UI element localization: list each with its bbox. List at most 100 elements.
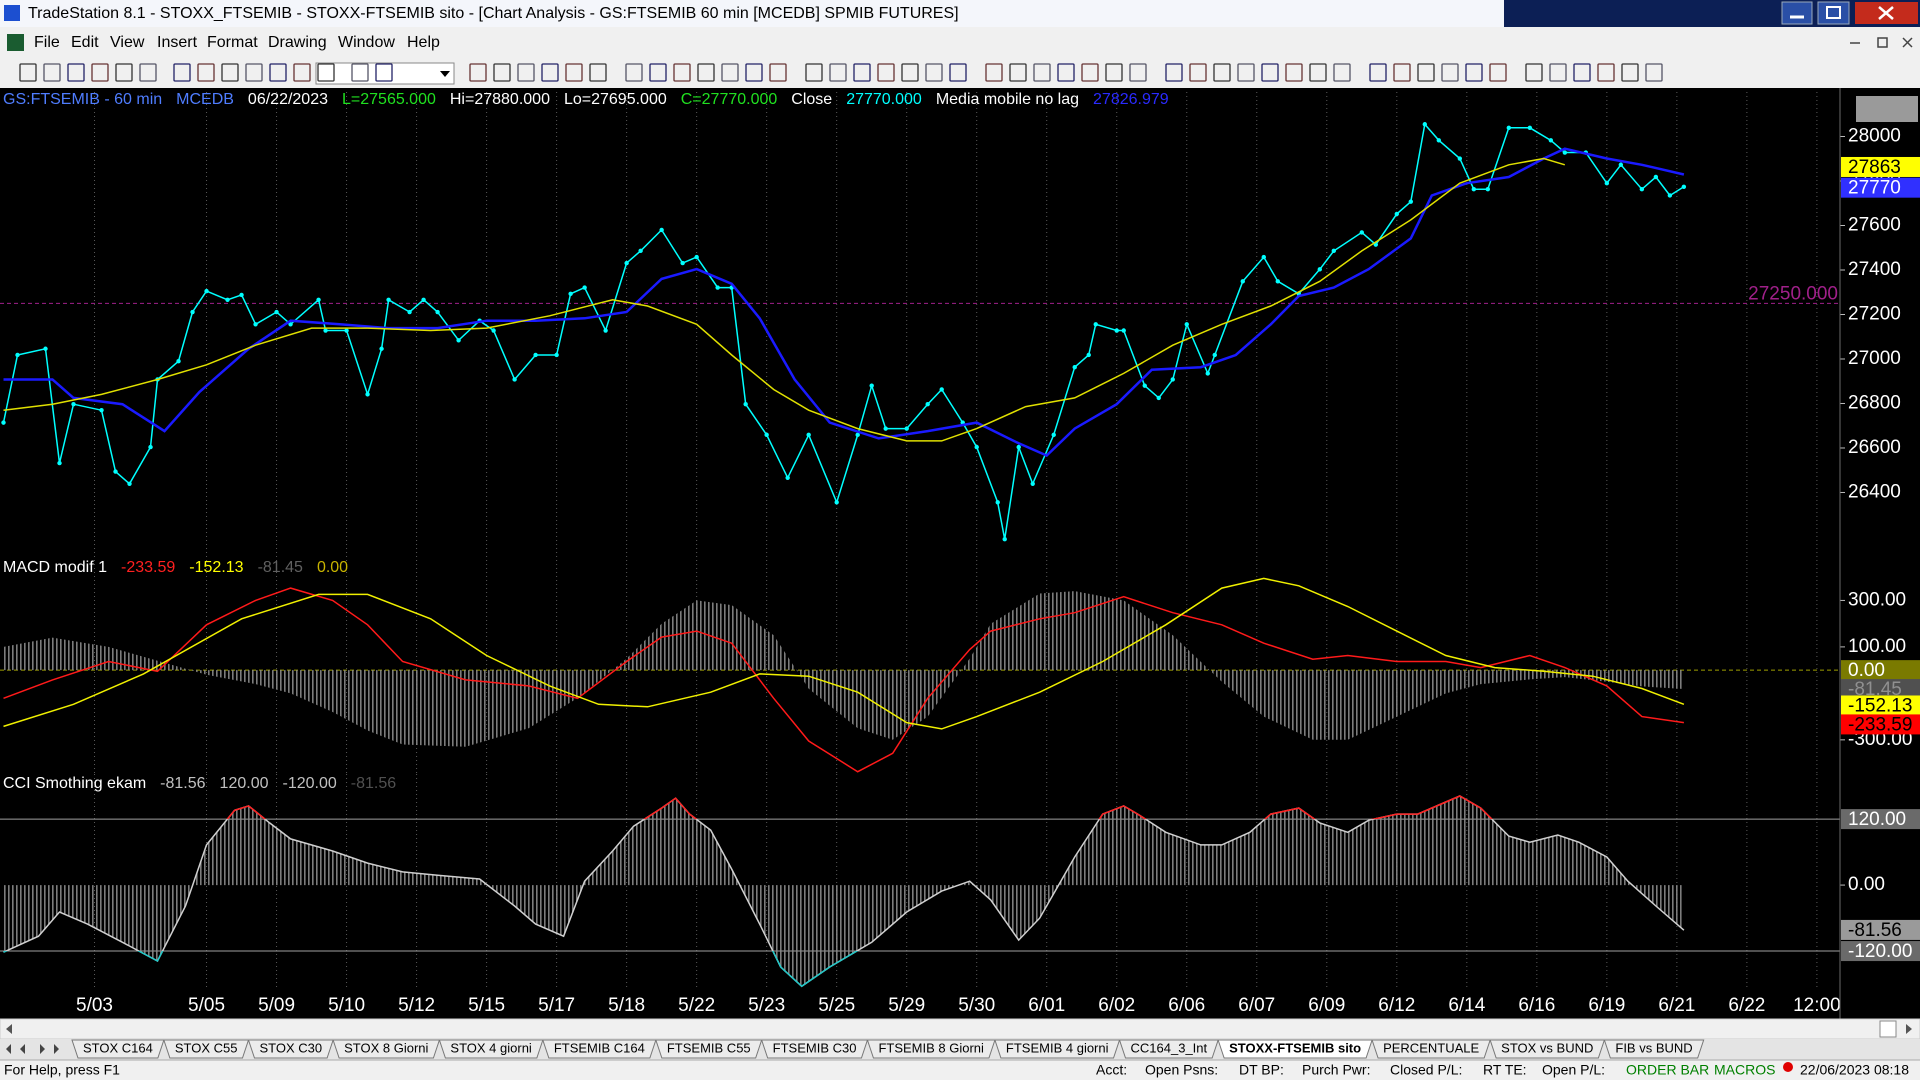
tool-icon[interactable] <box>317 63 335 82</box>
menu-item[interactable]: Drawing <box>268 34 327 51</box>
tab-label[interactable]: STOXX-FTSEMIB sito <box>1229 1040 1361 1055</box>
tool-icon[interactable] <box>649 63 667 82</box>
tool-icon[interactable] <box>293 63 311 82</box>
tab-label[interactable]: STOX vs BUND <box>1501 1040 1593 1055</box>
sheet-tab[interactable]: FTSEMIB 4 giorni <box>994 1039 1121 1059</box>
tool-icon[interactable] <box>985 63 1003 82</box>
tool-icon[interactable] <box>625 63 643 82</box>
tab-label[interactable]: STOX 8 Giorni <box>344 1040 428 1055</box>
tool-icon[interactable] <box>469 63 487 82</box>
menu-item[interactable]: Edit <box>71 34 99 51</box>
sheet-tab[interactable]: FIB vs BUND <box>1603 1039 1705 1059</box>
sheet-tab[interactable]: STOX 8 Giorni <box>332 1039 441 1059</box>
tool-icon[interactable] <box>1417 63 1435 82</box>
tool-icon[interactable] <box>1465 63 1483 82</box>
tool-icon[interactable] <box>697 63 715 82</box>
tool-icon[interactable] <box>173 63 191 82</box>
maximize-button[interactable] <box>1817 1 1850 25</box>
tab-label[interactable]: FTSEMIB 8 Giorni <box>878 1040 984 1055</box>
tab-label[interactable]: STOX 4 giorni <box>450 1040 532 1055</box>
tool-icon[interactable] <box>853 63 871 82</box>
sheet-tab[interactable]: STOXX-FTSEMIB sito <box>1217 1039 1373 1059</box>
tool-icon[interactable] <box>673 63 691 82</box>
tab-label[interactable]: STOX C55 <box>175 1040 238 1055</box>
tool-icon[interactable] <box>1237 63 1255 82</box>
sheet-tab[interactable]: FTSEMIB 8 Giorni <box>866 1039 996 1059</box>
tool-icon[interactable] <box>1081 63 1099 82</box>
tab-label[interactable]: STOX C164 <box>83 1040 153 1055</box>
sheet-tab[interactable]: FTSEMIB C55 <box>655 1039 763 1059</box>
tool-icon[interactable] <box>1333 63 1351 82</box>
tab-label[interactable]: FIB vs BUND <box>1615 1040 1692 1055</box>
menu-item[interactable]: Window <box>338 34 395 51</box>
tool-icon[interactable] <box>1261 63 1279 82</box>
tool-icon[interactable] <box>565 63 583 82</box>
tool-icon[interactable] <box>221 63 239 82</box>
tool-icon[interactable] <box>1129 63 1147 82</box>
menu-item[interactable]: Format <box>207 34 258 51</box>
tool-icon[interactable] <box>493 63 511 82</box>
tool-icon[interactable] <box>1441 63 1459 82</box>
menu-item[interactable]: Help <box>407 34 440 51</box>
tool-icon[interactable] <box>1645 63 1663 82</box>
sheet-tab[interactable]: FTSEMIB C164 <box>542 1039 657 1059</box>
tool-icon[interactable] <box>245 63 263 82</box>
tool-icon[interactable] <box>541 63 559 82</box>
scroll-thumb[interactable] <box>1879 1020 1897 1038</box>
minimize-button[interactable] <box>1781 1 1813 25</box>
tool-icon[interactable] <box>1285 63 1303 82</box>
tool-icon[interactable] <box>829 63 847 82</box>
inner-window-controls[interactable] <box>1856 96 1918 122</box>
tab-label[interactable]: FTSEMIB C30 <box>773 1040 857 1055</box>
tool-icon[interactable] <box>745 63 763 82</box>
tool-icon[interactable] <box>19 63 37 82</box>
tool-icon[interactable] <box>805 63 823 82</box>
tool-icon[interactable] <box>1057 63 1075 82</box>
tool-icon[interactable] <box>769 63 787 82</box>
tool-icon[interactable] <box>1597 63 1615 82</box>
sheet-tab[interactable]: CC164_3_Int <box>1118 1039 1219 1059</box>
tool-icon[interactable] <box>721 63 739 82</box>
tool-icon[interactable] <box>517 63 535 82</box>
tool-icon[interactable] <box>1165 63 1183 82</box>
tool-icon[interactable] <box>1033 63 1051 82</box>
tool-icon[interactable] <box>1393 63 1411 82</box>
tool-icon[interactable] <box>351 63 369 82</box>
tool-icon[interactable] <box>269 63 287 82</box>
tool-icon[interactable] <box>877 63 895 82</box>
tool-icon[interactable] <box>1189 63 1207 82</box>
tool-icon[interactable] <box>91 63 109 82</box>
tool-icon[interactable] <box>1525 63 1543 82</box>
scrollbar[interactable] <box>0 1018 1920 1040</box>
sheet-tab[interactable]: STOX C164 <box>71 1039 165 1059</box>
tool-icon[interactable] <box>589 63 607 82</box>
tab-label[interactable]: STOX C30 <box>259 1040 322 1055</box>
tool-icon[interactable] <box>375 63 393 82</box>
tab-label[interactable]: FTSEMIB 4 giorni <box>1006 1040 1109 1055</box>
tab-label[interactable]: CC164_3_Int <box>1131 1040 1208 1055</box>
tab-label[interactable]: FTSEMIB C55 <box>667 1040 751 1055</box>
tool-icon[interactable] <box>1621 63 1639 82</box>
tool-icon[interactable] <box>1549 63 1567 82</box>
tool-icon[interactable] <box>1369 63 1387 82</box>
sheet-tab[interactable]: STOX vs BUND <box>1489 1039 1606 1059</box>
tool-icon[interactable] <box>43 63 61 82</box>
tool-icon[interactable] <box>1573 63 1591 82</box>
sheet-tab[interactable]: STOX C55 <box>163 1039 250 1059</box>
tool-icon[interactable] <box>67 63 85 82</box>
tab-label[interactable]: PERCENTUALE <box>1383 1040 1479 1055</box>
tool-icon[interactable] <box>1309 63 1327 82</box>
tool-icon[interactable] <box>1105 63 1123 82</box>
sheet-tab[interactable]: STOX 4 giorni <box>438 1039 544 1059</box>
tool-icon[interactable] <box>1009 63 1027 82</box>
tool-icon[interactable] <box>115 63 133 82</box>
menu-item[interactable]: File <box>34 34 60 51</box>
mdi-buttons[interactable] <box>1850 37 1913 48</box>
drawing-combo[interactable] <box>315 62 455 85</box>
sheet-tab[interactable]: STOX C30 <box>247 1039 334 1059</box>
tool-icon[interactable] <box>197 63 215 82</box>
tool-icon[interactable] <box>925 63 943 82</box>
menu-item[interactable]: Insert <box>157 34 198 51</box>
tool-icon[interactable] <box>1489 63 1507 82</box>
menu-item[interactable]: View <box>110 34 145 51</box>
